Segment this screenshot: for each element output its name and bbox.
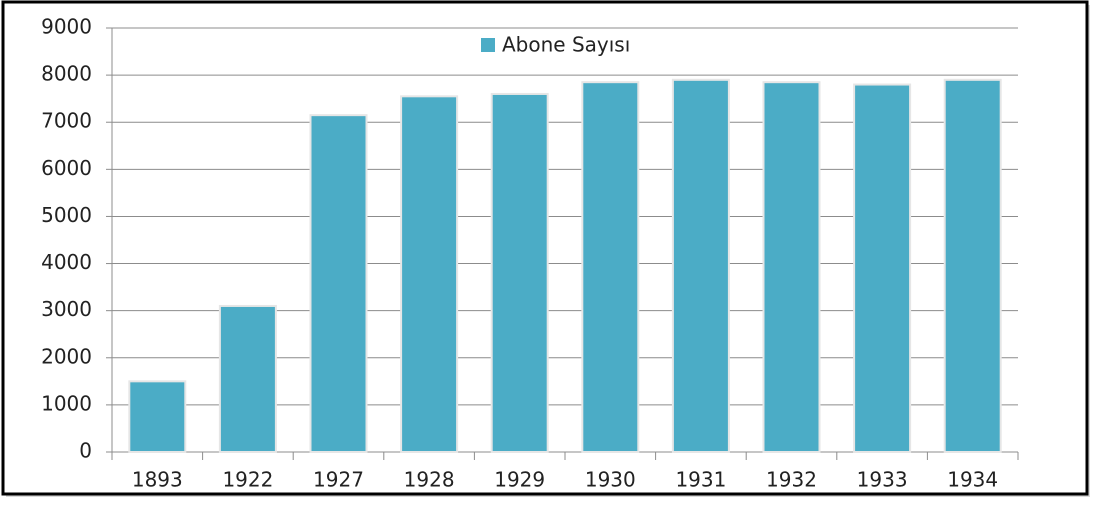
y-tick-label: 1000 xyxy=(41,391,92,415)
x-tick-label: 1929 xyxy=(494,468,545,492)
x-tick-label: 1928 xyxy=(404,468,455,492)
bar xyxy=(762,81,821,454)
y-tick-label: 9000 xyxy=(41,15,92,39)
x-tick-label: 1893 xyxy=(132,468,183,492)
y-tick-label: 4000 xyxy=(41,250,92,274)
bar xyxy=(853,83,912,454)
y-tick-label: 3000 xyxy=(41,297,92,321)
bar xyxy=(581,81,640,454)
x-tick-label: 1933 xyxy=(857,468,908,492)
legend-swatch xyxy=(481,38,495,52)
bar xyxy=(671,78,730,453)
bar xyxy=(400,95,459,454)
y-tick-label: 5000 xyxy=(41,203,92,227)
y-tick-label: 0 xyxy=(79,439,92,463)
y-tick-label: 6000 xyxy=(41,156,92,180)
x-tick-label: 1927 xyxy=(313,468,364,492)
legend-label: Abone Sayısı xyxy=(502,33,630,57)
bar xyxy=(943,78,1002,453)
x-tick-label: 1932 xyxy=(766,468,817,492)
y-tick-label: 7000 xyxy=(41,109,92,133)
x-tick-label: 1930 xyxy=(585,468,636,492)
y-tick-label: 8000 xyxy=(41,62,92,86)
bar xyxy=(490,92,549,453)
x-tick-label: 1922 xyxy=(222,468,273,492)
x-tick-label: 1934 xyxy=(947,468,998,492)
y-tick-label: 2000 xyxy=(41,344,92,368)
bar xyxy=(309,114,368,454)
x-tick-label: 1931 xyxy=(675,468,726,492)
bar xyxy=(218,304,277,454)
bar xyxy=(128,380,187,454)
